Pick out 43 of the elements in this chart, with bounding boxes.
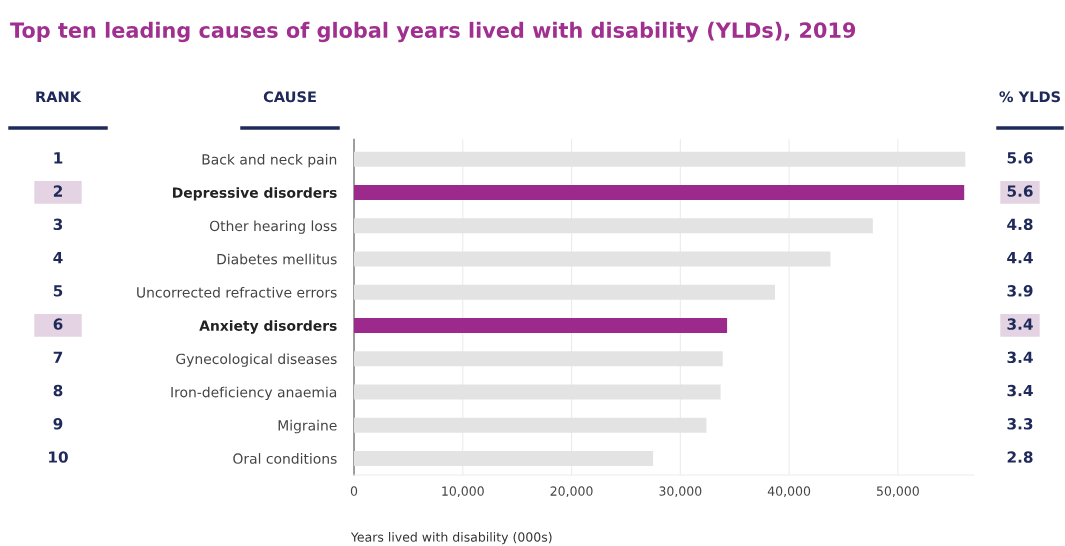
x-tick-label: 30,000	[659, 486, 702, 498]
text: 2	[53, 185, 62, 197]
chart-title: Top ten leading causes of global years lived with disability (YLDs), 2019	[10, 21, 856, 43]
x-tick-label: 0	[350, 486, 358, 496]
text: 9	[53, 418, 63, 430]
x-axis-title: Years lived with disability (000s)	[350, 532, 552, 545]
text: 3.4	[1007, 351, 1033, 364]
x-tick-label: 40,000	[767, 486, 811, 498]
y-tick-label: Other hearing loss	[209, 220, 337, 234]
text: CAUSE	[263, 91, 316, 103]
y-tick-label: Iron-deficiency anaemia	[171, 386, 337, 401]
text: 4	[53, 251, 63, 264]
text: 8	[53, 384, 63, 397]
y-tick-label: Back and neck pain	[202, 153, 337, 168]
text: RANK	[36, 91, 82, 103]
bar	[354, 317, 728, 333]
y-tick-label: Oral conditions	[233, 453, 337, 464]
y-tick-label: Migraine	[278, 419, 337, 434]
y-tick-label: Uncorrected refractive errors	[137, 286, 337, 298]
text: 5.6	[1007, 152, 1033, 164]
text: 10	[49, 451, 68, 463]
text: 7	[53, 351, 63, 363]
text: 5.6	[1007, 185, 1033, 197]
y-tick-label: Gynecological diseases	[176, 353, 337, 367]
text: 4.8	[1007, 218, 1033, 231]
x-tick-label: 20,000	[550, 486, 593, 498]
text: % YLDS	[999, 91, 1061, 103]
text: 4.4	[1007, 251, 1033, 264]
text: 3.4	[1007, 384, 1033, 397]
text: 3.4	[1007, 318, 1033, 330]
x-tick-label: 50,000	[876, 486, 919, 498]
x-tick-label: 10,000	[442, 486, 484, 498]
text: 3.9	[1007, 285, 1033, 297]
text: 3.3	[1007, 418, 1033, 430]
bar	[354, 184, 965, 200]
text: 1	[54, 152, 63, 164]
text: 2.8	[1007, 451, 1033, 463]
y-tick-label: Anxiety disorders	[199, 320, 337, 334]
text: 6	[53, 318, 63, 330]
y-tick-label: Diabetes mellitus	[217, 253, 337, 265]
text: 3	[53, 218, 63, 231]
text: 5	[53, 285, 63, 297]
y-tick-label: Depressive disorders	[173, 187, 337, 201]
